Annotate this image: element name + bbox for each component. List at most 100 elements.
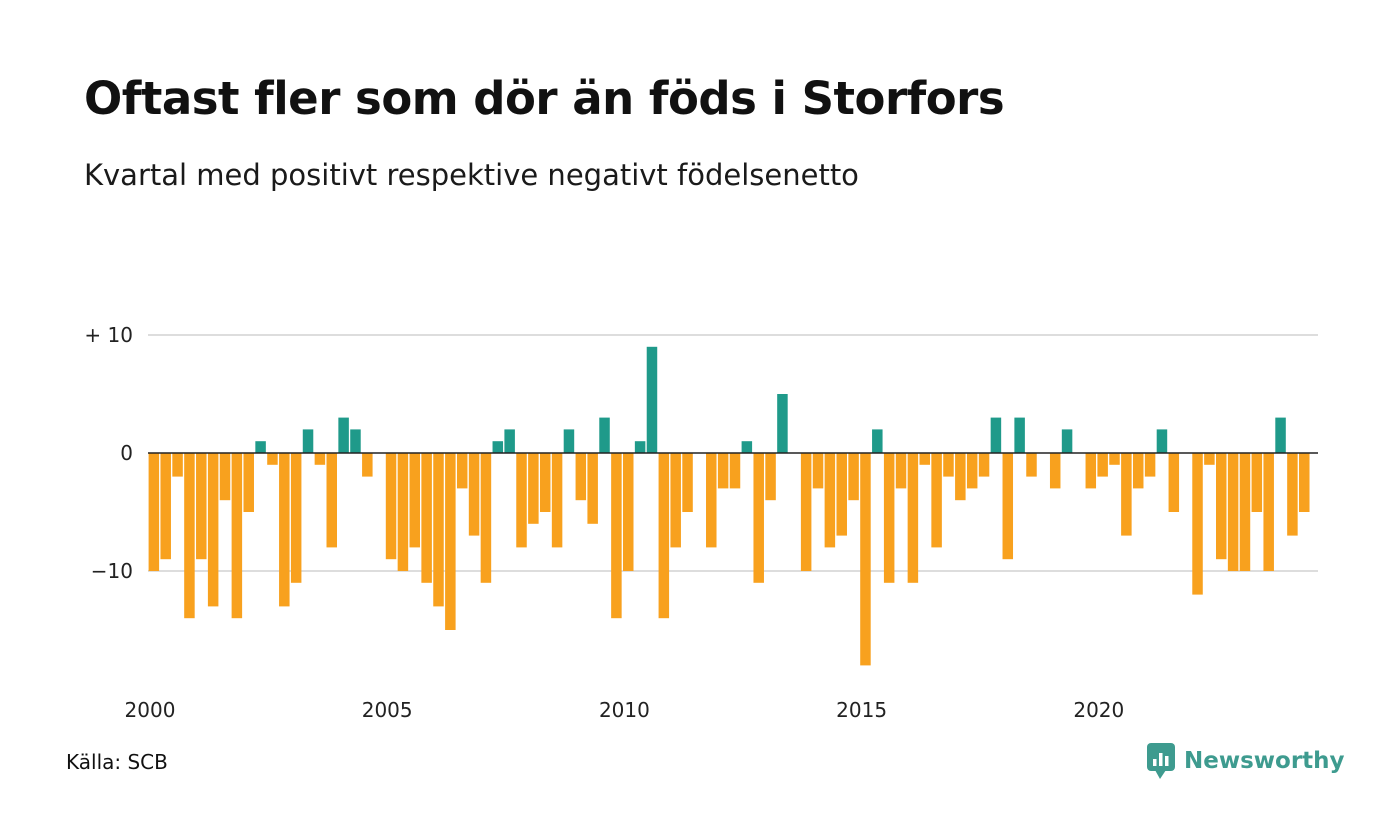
bar-negative [290,453,302,583]
bar-negative [955,453,966,501]
bar-positive [634,441,646,453]
bar-negative [1002,453,1014,560]
bar-negative [1251,453,1263,512]
y-axis-tick-labels: + 10 0 −10 [84,323,133,583]
bar-negative [1109,453,1120,465]
bar-negative [575,453,587,501]
bar-negative [931,453,942,548]
bar-positive [338,417,349,453]
bar-negative [207,453,219,607]
bar-negative [421,453,432,583]
bar-positive [599,417,610,453]
bar-positive [990,417,1002,453]
bar-negative [1049,453,1061,489]
bar-negative [1132,453,1144,489]
bar-positive [1061,429,1073,453]
bar-negative [682,453,693,512]
y-tick-label: 0 [120,441,133,465]
bar-negative [314,453,326,465]
bar-negative [445,453,456,630]
bar-negative [895,453,907,489]
bar-negative [456,453,468,489]
gridlines [148,334,1318,572]
bar-negative [409,453,421,548]
bar-positive [302,429,314,453]
bar-positive [646,346,658,453]
x-tick-label: 2005 [362,698,413,722]
bar-negative [1216,453,1227,560]
bar-positive [1014,417,1025,453]
bar-negative [468,453,480,536]
bar-negative [883,453,895,583]
bar-negative [658,453,670,619]
y-tick-label: + 10 [84,323,133,347]
bar-negative [587,453,598,524]
x-tick-label: 2020 [1073,698,1124,722]
bar-positive [350,429,361,453]
bar-negative [706,453,717,548]
bar-positive [255,441,266,453]
bar-negative [966,453,978,489]
bar-positive [1275,417,1286,453]
x-tick-label: 2015 [836,698,887,722]
source-note: Källa: SCB [66,750,168,774]
bar-negative [196,453,207,560]
bar-negative [919,453,930,465]
bar-negative [836,453,847,536]
bar-positive [872,429,883,453]
bar-negative [397,453,409,571]
bar-negative [480,453,492,583]
newsworthy-logo-icon [1147,743,1175,779]
bar-negative [279,453,290,607]
bar-negative [729,453,741,489]
x-tick-label: 2000 [125,698,176,722]
bar-negative [812,453,824,489]
bar-negative [1144,453,1156,477]
bar-negative [362,453,373,477]
bar-positive [492,441,504,453]
bar-negative [219,453,231,501]
bar-negative [765,453,776,501]
bar-negative [267,453,278,465]
bar-negative [184,453,195,619]
bar-negative [231,453,243,619]
bar-negative [1239,453,1251,571]
bar-negative [717,453,729,489]
bar-negative [611,453,622,619]
bar-negative [433,453,444,607]
bar-negative [1168,453,1180,512]
bar-negative [753,453,764,583]
bar-negative [160,453,171,560]
bars [148,346,1310,666]
bar-negative [516,453,527,548]
bar-negative [860,453,871,666]
bar-negative [385,453,397,560]
bar-positive [741,441,753,453]
bar-negative [1204,453,1215,465]
bar-positive [563,429,575,453]
bar-chart: + 10 0 −10 2000 2005 2010 2015 2020 [84,323,1318,722]
brand-name: Newsworthy [1184,748,1345,774]
bar-negative [943,453,954,477]
newsworthy-logo[interactable]: Newsworthy [1146,742,1345,780]
bar-negative [978,453,990,477]
bar-negative [1299,453,1310,512]
bar-negative [1227,453,1239,571]
bar-negative [243,453,254,512]
x-axis-tick-labels: 2000 2005 2010 2015 2020 [125,698,1125,722]
bar-positive [1156,429,1168,453]
bar-negative [539,453,551,512]
x-tick-label: 2010 [599,698,650,722]
bar-negative [824,453,836,548]
bar-positive [777,394,788,453]
bar-negative [670,453,681,548]
bar-negative [1121,453,1132,536]
chart-subtitle: Kvartal med positivt respektive negativt… [84,158,859,192]
bar-negative [907,453,919,583]
bar-negative [326,453,337,548]
bar-negative [551,453,563,548]
bar-negative [1097,453,1108,477]
bar-negative [148,453,160,571]
bar-negative [848,453,859,501]
bar-negative [528,453,539,524]
